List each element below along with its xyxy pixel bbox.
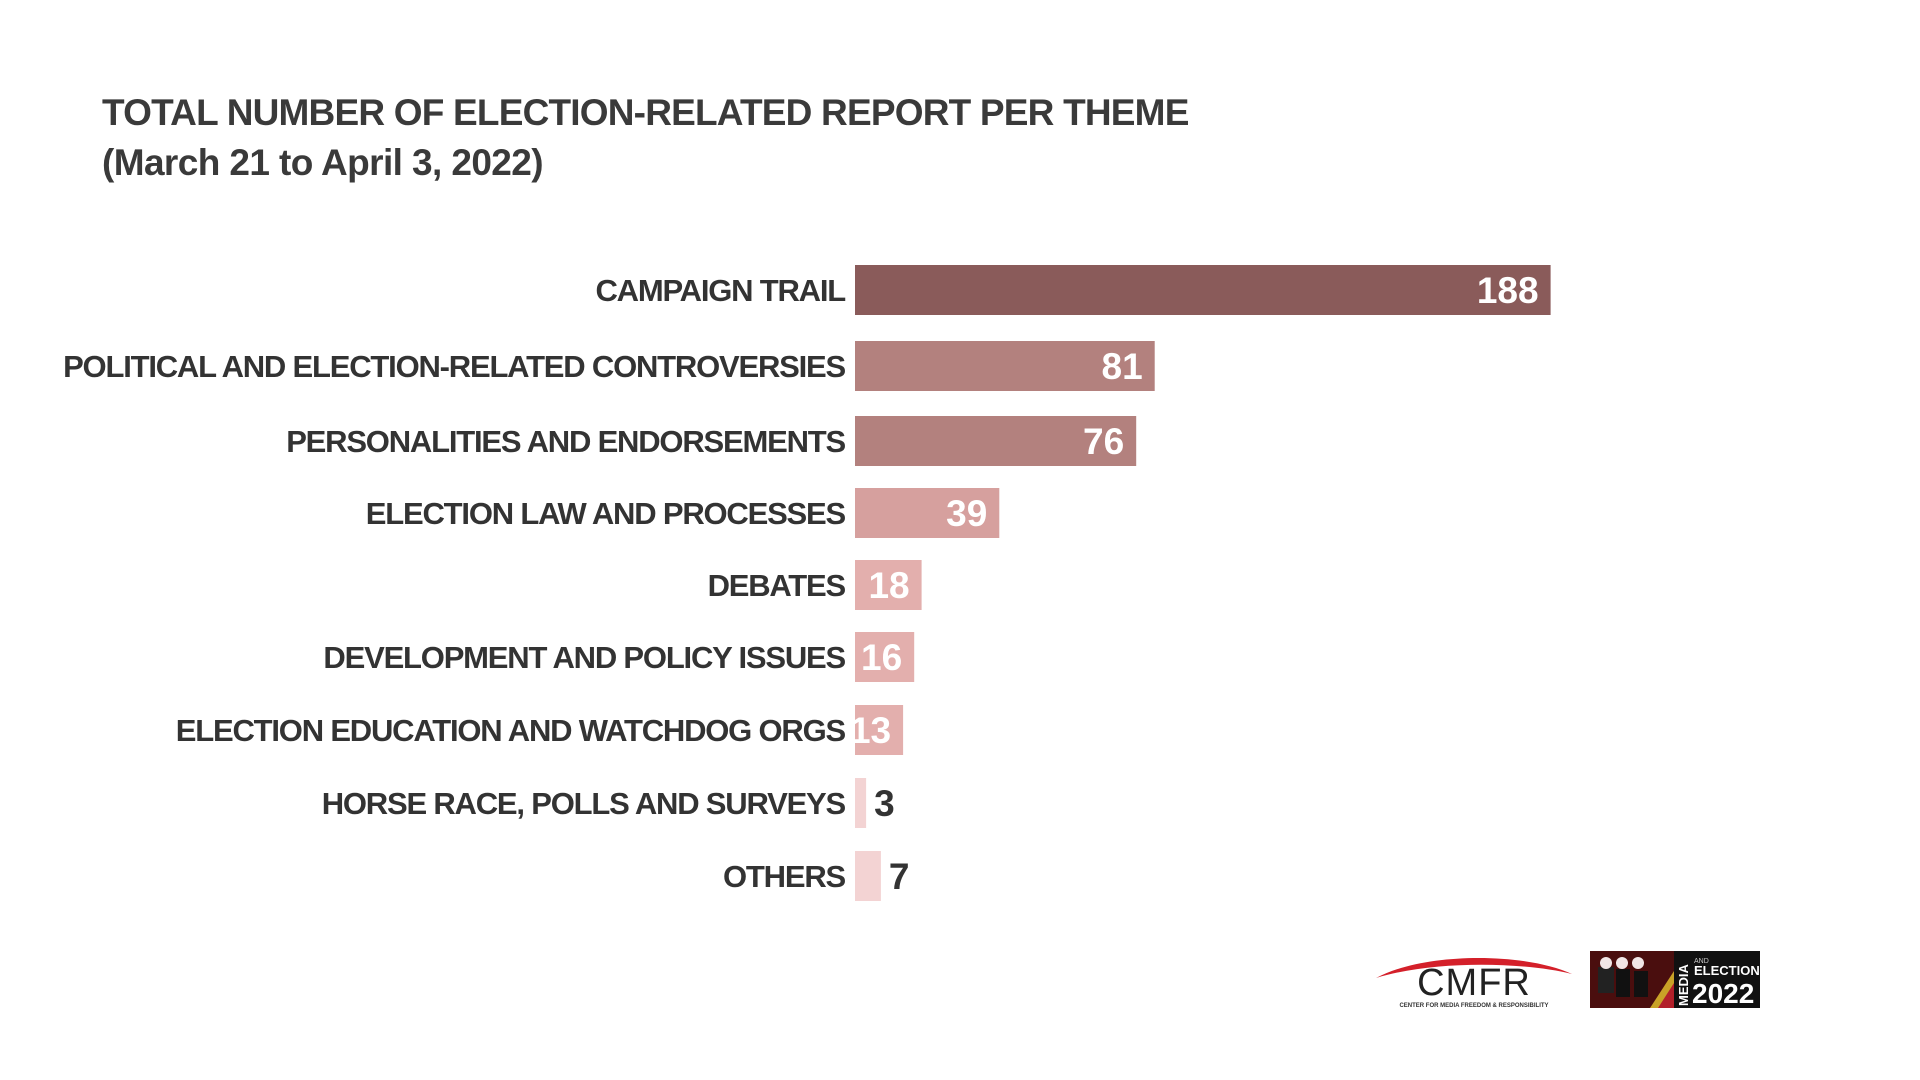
category-label: DEVELOPMENT AND POLICY ISSUES <box>323 640 845 675</box>
category-label: CAMPAIGN TRAIL <box>595 273 845 308</box>
chart-title: TOTAL NUMBER OF ELECTION-RELATED REPORT … <box>102 92 1189 133</box>
media-logo-elections-text: ELECTIONS <box>1694 963 1760 978</box>
value-label: 81 <box>1102 346 1143 387</box>
chart-subtitle: (March 21 to April 3, 2022) <box>102 142 544 183</box>
media-logo-year-text: 2022 <box>1692 978 1754 1008</box>
bar <box>855 560 922 610</box>
media-logo-and-text: AND <box>1694 958 1709 965</box>
value-label: 76 <box>1083 421 1124 462</box>
bar <box>855 416 1137 466</box>
bar <box>855 632 915 682</box>
category-label: ELECTION LAW AND PROCESSES <box>366 496 846 531</box>
bar <box>855 705 904 755</box>
bar <box>855 851 881 901</box>
value-label: 39 <box>946 493 987 534</box>
bar <box>855 778 867 828</box>
value-label: 18 <box>868 565 909 606</box>
media-elections-logo: MEDIA AND ELECTIONS 2022 <box>1590 951 1760 1008</box>
bar <box>855 265 1551 315</box>
category-label: OTHERS <box>723 859 846 894</box>
category-label: PERSONALITIES AND ENDORSEMENTS <box>286 424 845 459</box>
value-label: 3 <box>874 783 895 824</box>
value-label: 7 <box>889 856 910 897</box>
value-label: 13 <box>850 710 891 751</box>
category-label: HORSE RACE, POLLS AND SURVEYS <box>322 786 846 821</box>
cmfr-logo-swoosh <box>1376 957 1572 978</box>
bar <box>855 341 1155 391</box>
chart-header: TOTAL NUMBER OF ELECTION-RELATED REPORT … <box>102 88 1189 188</box>
value-label: 188 <box>1477 270 1539 311</box>
category-label: ELECTION EDUCATION AND WATCHDOG ORGS <box>176 713 846 748</box>
media-logo-media-text: MEDIA <box>1676 964 1691 1007</box>
cmfr-logo-text: CMFR <box>1417 962 1531 1004</box>
value-label: 16 <box>861 637 902 678</box>
cmfr-logo-caption: CENTER FOR MEDIA FREEDOM & RESPONSIBILIT… <box>1399 1003 1548 1009</box>
category-label: POLITICAL AND ELECTION-RELATED CONTROVER… <box>63 349 845 384</box>
category-label: DEBATES <box>708 568 846 603</box>
bar <box>855 488 1000 538</box>
cmfr-logo: CMFR CENTER FOR MEDIA FREEDOM & RESPONSI… <box>1376 957 1572 1009</box>
